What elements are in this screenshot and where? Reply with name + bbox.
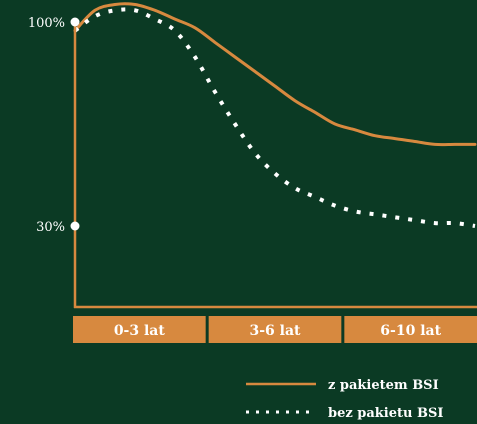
ytick-label-2: 30% [36,220,65,235]
category-layer: 0-3 lat 3-6 lat 6-10 lat [73,316,477,343]
category-box-3 [344,316,477,343]
ytick-marker-1 [70,17,80,27]
ytick-label-1: 100% [28,16,65,31]
category-box-1 [73,316,206,343]
ytick-marker-2 [70,221,80,231]
category-label-3: 6-10 lat [380,323,441,339]
ytick-layer: 100% 30% [28,16,80,235]
series-layer [73,2,477,228]
category-label-2: 3-6 lat [249,323,301,339]
category-box-2 [208,316,342,343]
legend: z pakietem BSI bez pakietu BSI [246,378,443,421]
category-label-1: 0-3 lat [114,323,166,339]
series-line-2 [73,7,476,228]
legend-label-2: bez pakietu BSI [328,406,443,421]
legend-label-1: z pakietem BSI [328,378,439,393]
series-line-1 [73,2,477,147]
